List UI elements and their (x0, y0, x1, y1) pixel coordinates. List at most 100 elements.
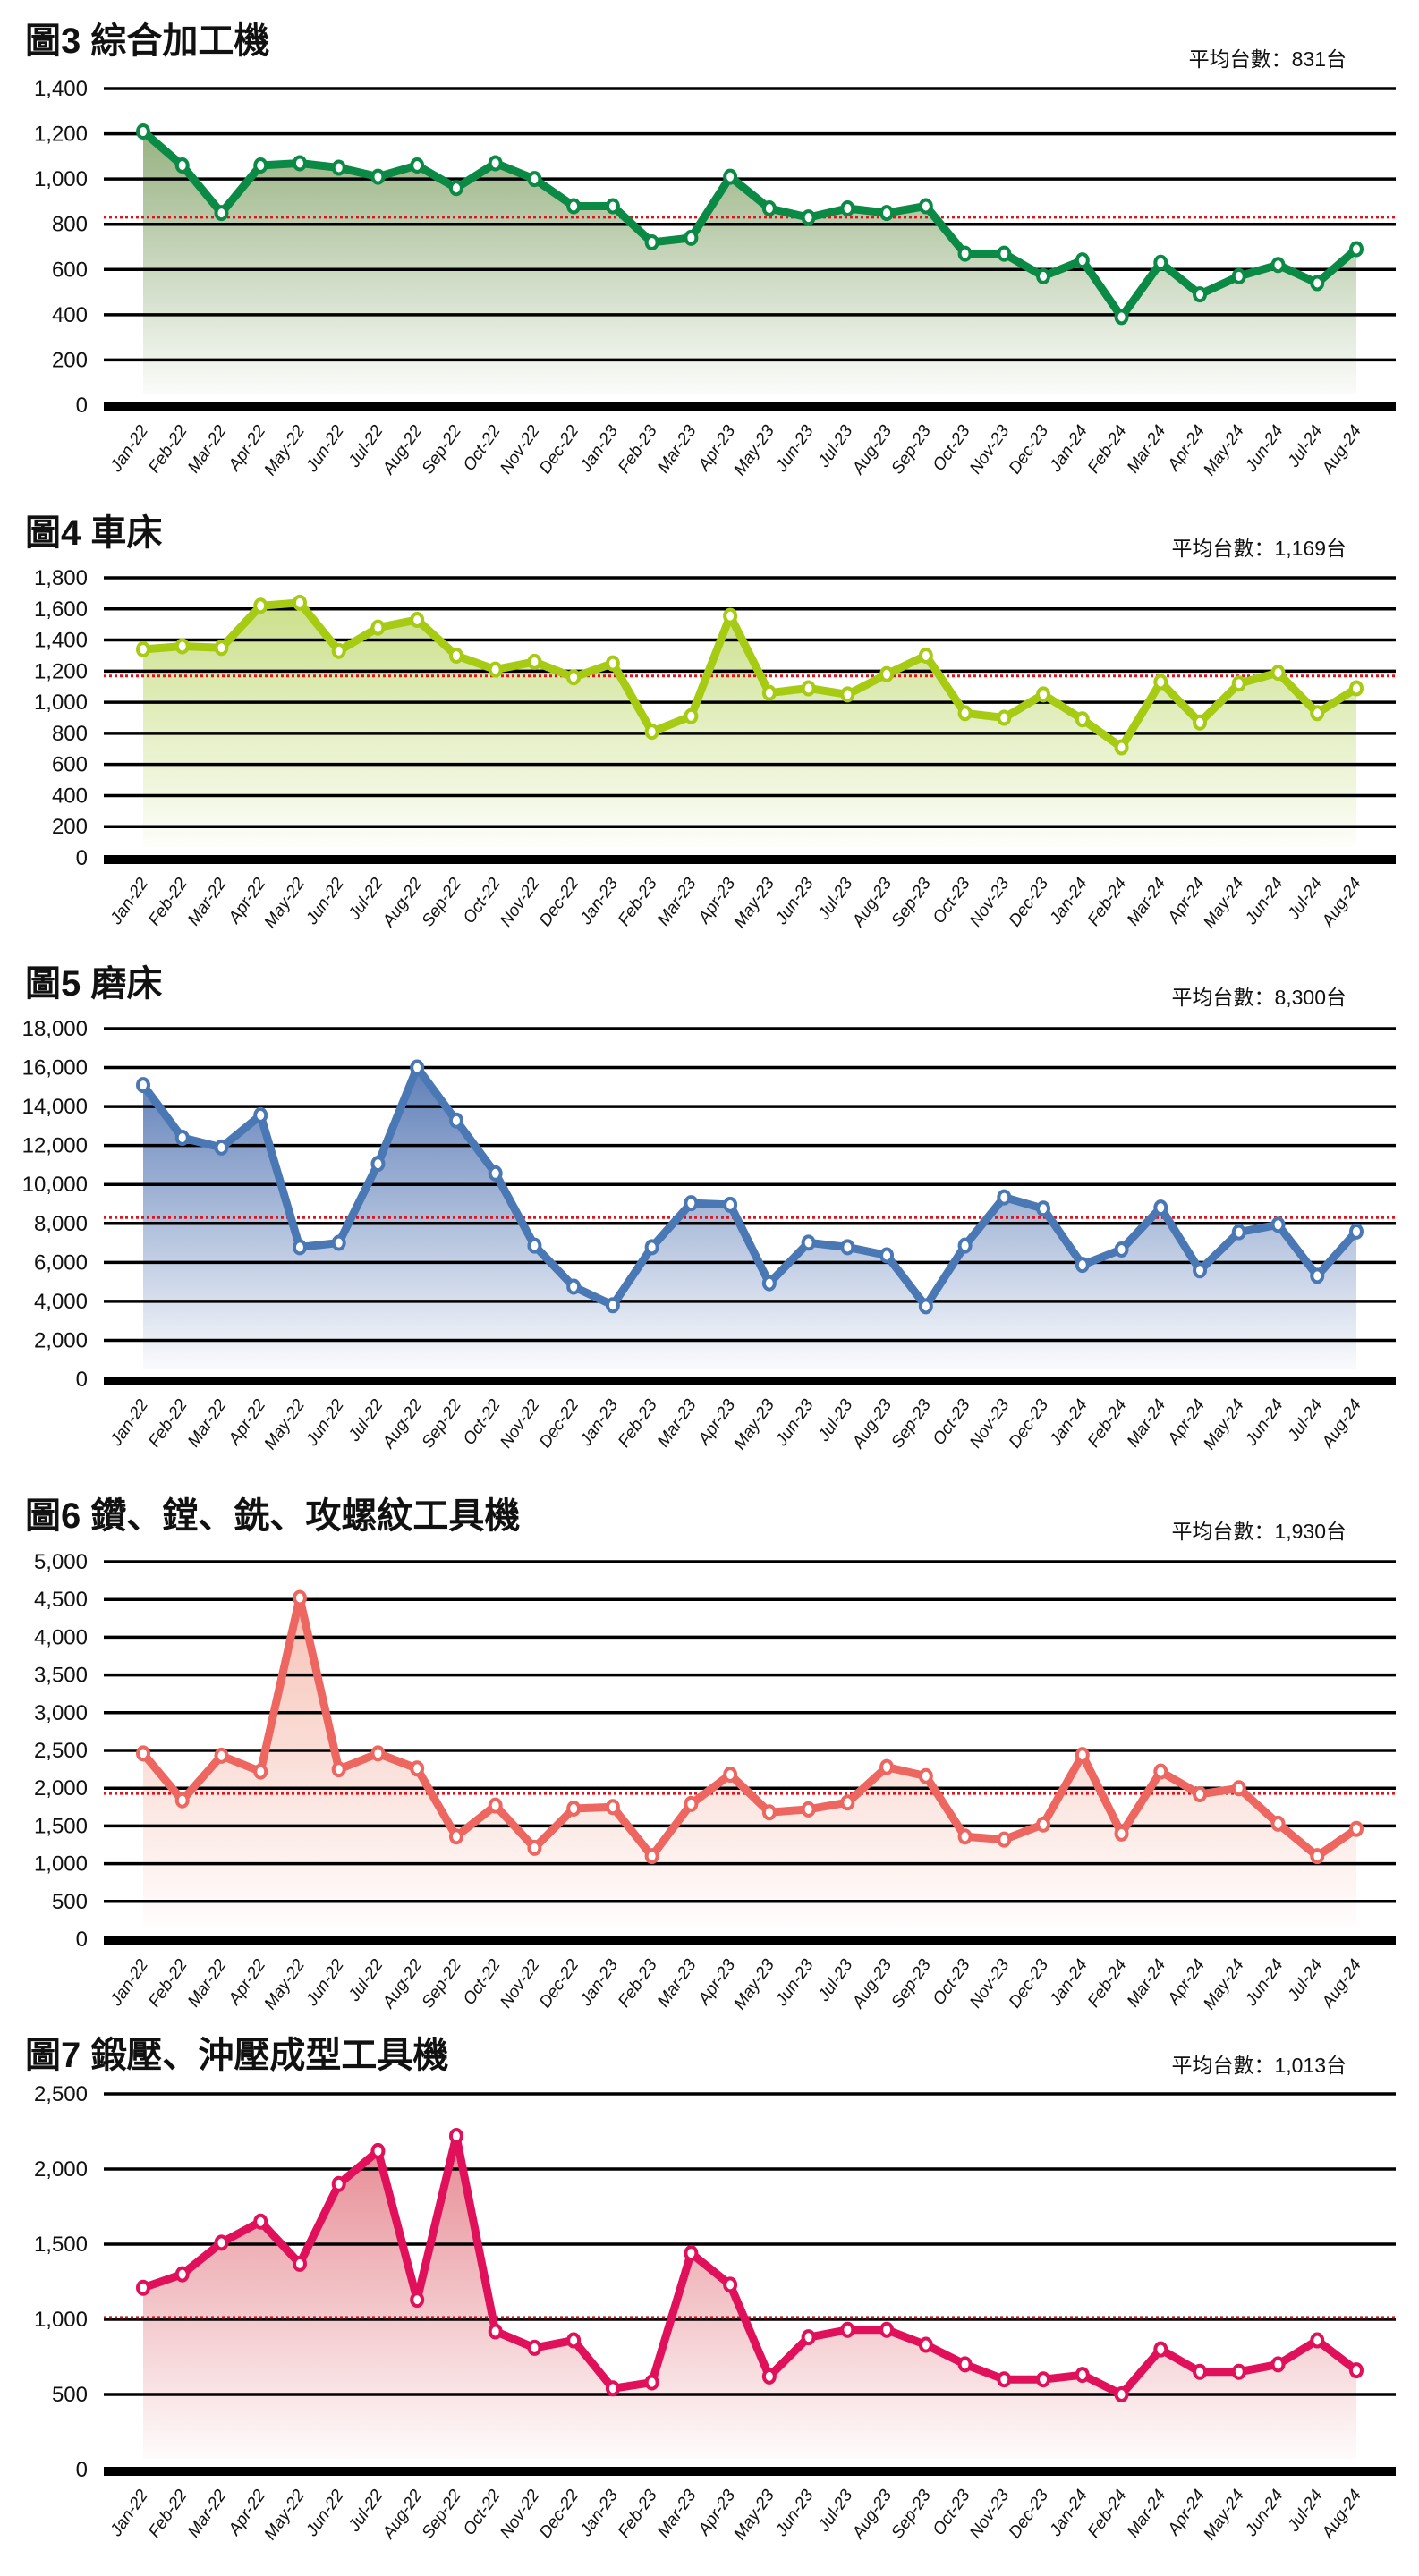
y-tick-label: 4,000 (34, 1625, 88, 1649)
data-point (761, 684, 777, 701)
y-tick-label: 16,000 (22, 1056, 88, 1080)
y-tick-label: 1,400 (34, 629, 88, 653)
data-point (1036, 686, 1051, 703)
data-point (684, 1195, 699, 1212)
x-tick-label: May-24 (1200, 1956, 1248, 2013)
data-point (1270, 665, 1286, 682)
data-point (214, 640, 229, 657)
x-tick-label: Mar-23 (654, 2486, 701, 2540)
y-tick-label: 2,500 (34, 2082, 88, 2106)
y-tick-label: 1,000 (34, 691, 88, 715)
data-point (644, 724, 659, 741)
x-tick-label: Jun-24 (1242, 875, 1287, 928)
x-tick-label: Nov-23 (966, 421, 1014, 478)
x-tick-label: Jan-22 (106, 874, 152, 928)
x-tick-label: Dec-22 (536, 2486, 583, 2542)
x-tick-label: Jun-24 (1242, 422, 1287, 476)
x-tick-label: Aug-23 (848, 874, 896, 930)
data-point (918, 1298, 933, 1315)
x-tick-label: Aug-22 (378, 2486, 426, 2542)
x-tick-label: Dec-23 (1006, 2486, 1053, 2542)
data-point (1114, 1241, 1129, 1258)
y-tick-label: 10,000 (22, 1173, 88, 1197)
data-point (1310, 2332, 1325, 2349)
x-axis-baseline (104, 855, 1396, 864)
chart-title-grinder: 圖5 磨床 (25, 964, 163, 1004)
data-point (331, 159, 346, 176)
data-point (136, 1077, 150, 1094)
data-point (879, 1247, 895, 1264)
x-tick-label: Nov-23 (966, 1395, 1014, 1452)
x-tick-label: Jan-24 (1046, 1956, 1092, 2010)
x-tick-label: Sep-23 (888, 874, 936, 930)
x-tick-label: Aug-24 (1318, 2487, 1365, 2543)
x-tick-label: Sep-22 (419, 874, 466, 930)
data-point (918, 1767, 933, 1784)
x-tick-label: Dec-23 (1006, 421, 1053, 478)
y-tick-label: 0 (76, 1928, 88, 1952)
x-tick-label: Sep-23 (888, 2486, 936, 2542)
x-tick-label: Jun-23 (772, 874, 818, 928)
area-fill (143, 131, 1356, 395)
y-tick-label: 600 (52, 258, 88, 282)
data-point (410, 157, 425, 174)
chart-5: 05001,0001,5002,0002,500Jan-22Feb-22Mar-… (34, 2082, 1396, 2544)
x-tick-label: Aug-24 (1318, 875, 1365, 931)
data-point (1270, 1216, 1286, 1233)
x-tick-label: Sep-22 (419, 2486, 466, 2542)
y-tick-label: 600 (52, 753, 88, 777)
y-tick-label: 2,000 (34, 2157, 88, 2182)
data-point (488, 2323, 503, 2340)
y-tick-label: 1,000 (34, 1852, 88, 1877)
data-point (292, 2255, 307, 2272)
data-point (292, 594, 307, 611)
x-tick-label: Mar-24 (1124, 1956, 1170, 2011)
chart-2: 0 200 400 600 800 1,000 1,200 1,400 1,600 1,800 Ja… (34, 566, 1396, 932)
data-point (253, 597, 268, 614)
data-point (840, 200, 855, 217)
x-tick-label: Mar-23 (654, 1955, 701, 2010)
data-point (331, 642, 346, 659)
data-point (1114, 739, 1129, 756)
data-point (1075, 252, 1090, 269)
x-tick-label: May-24 (1200, 422, 1248, 479)
y-tick-label: 0 (76, 394, 88, 418)
x-tick-label: Jan-24 (1046, 1396, 1092, 1450)
data-point (566, 1800, 582, 1817)
x-tick-label: Mar-24 (1124, 1396, 1170, 1451)
data-point (136, 123, 150, 140)
data-point (761, 1804, 777, 1821)
x-tick-label: Jan-23 (576, 1395, 622, 1450)
x-tick-label: Jun-23 (772, 2486, 818, 2540)
series-line (140, 1063, 1360, 1310)
data-point (566, 669, 582, 686)
data-point (527, 1839, 542, 1856)
x-tick-label: Aug-23 (848, 421, 896, 478)
x-tick-label: Mar-22 (184, 874, 231, 928)
x-tick-label: Aug-24 (1318, 422, 1365, 479)
data-point (684, 2245, 699, 2262)
data-point (1036, 1200, 1051, 1217)
x-tick-label: Feb-23 (615, 421, 661, 477)
data-point (801, 1234, 816, 1251)
data-point (1193, 2363, 1208, 2380)
data-point (174, 157, 190, 174)
data-point (605, 655, 620, 672)
chart-title-forging-stamping: 圖7 鍛壓、沖壓成型工具機 (25, 2036, 449, 2075)
data-point (448, 2128, 463, 2145)
data-point (801, 2329, 816, 2346)
y-tick-label: 1,200 (34, 659, 88, 683)
x-tick-label: Sep-22 (419, 421, 466, 478)
data-point (957, 245, 973, 262)
data-point (370, 168, 386, 185)
data-point (1349, 1820, 1364, 1837)
data-point (1075, 2367, 1090, 2384)
data-point (723, 1196, 738, 1213)
x-tick-label: Dec-22 (536, 1955, 583, 2012)
data-point (253, 2213, 268, 2230)
data-point (292, 155, 307, 172)
area-fill (143, 2136, 1356, 2459)
x-tick-label: Jan-23 (576, 1955, 622, 2010)
y-tick-label: 500 (52, 1890, 88, 1914)
